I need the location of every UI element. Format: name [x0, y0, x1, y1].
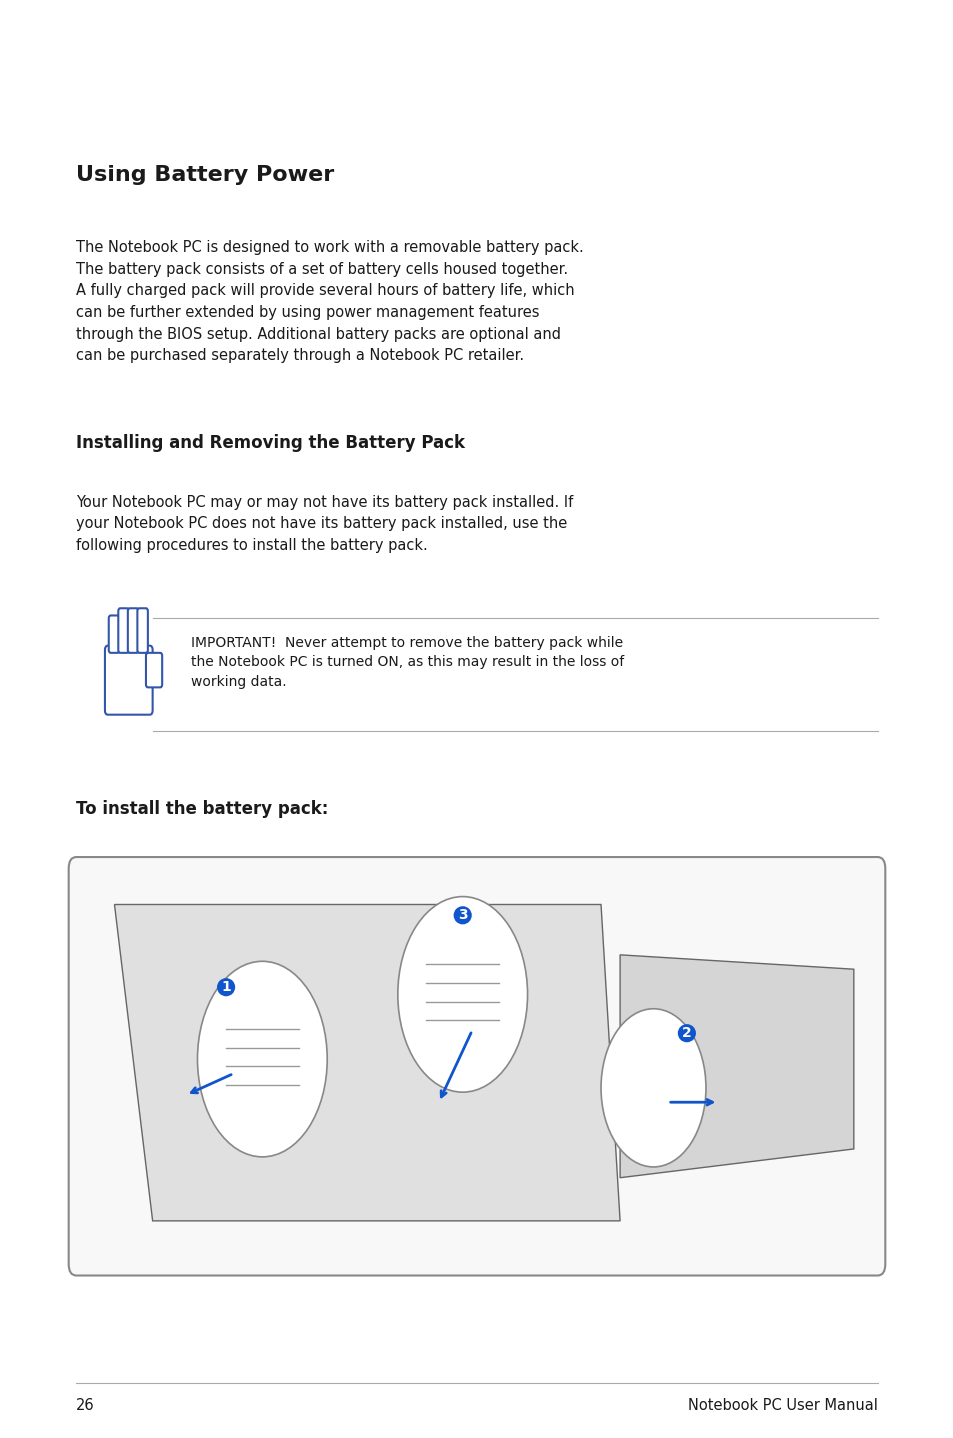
Text: Using Battery Power: Using Battery Power [76, 165, 335, 186]
Text: Your Notebook PC may or may not have its battery pack installed. If
your Noteboo: Your Notebook PC may or may not have its… [76, 495, 573, 552]
Text: Notebook PC User Manual: Notebook PC User Manual [687, 1398, 877, 1412]
Text: To install the battery pack:: To install the battery pack: [76, 800, 329, 818]
FancyBboxPatch shape [137, 608, 148, 653]
Circle shape [197, 962, 327, 1156]
Circle shape [397, 897, 527, 1093]
Polygon shape [619, 955, 853, 1178]
Text: 26: 26 [76, 1398, 95, 1412]
FancyBboxPatch shape [69, 857, 884, 1276]
Text: IMPORTANT!  Never attempt to remove the battery pack while
the Notebook PC is tu: IMPORTANT! Never attempt to remove the b… [191, 636, 623, 689]
FancyBboxPatch shape [118, 608, 129, 653]
FancyBboxPatch shape [109, 615, 119, 653]
Text: 1: 1 [221, 981, 231, 994]
Text: The Notebook PC is designed to work with a removable battery pack.
The battery p: The Notebook PC is designed to work with… [76, 240, 583, 364]
Polygon shape [114, 905, 619, 1221]
Text: 2: 2 [681, 1027, 691, 1040]
Text: 3: 3 [457, 909, 467, 922]
FancyBboxPatch shape [128, 608, 138, 653]
Circle shape [600, 1009, 705, 1168]
FancyBboxPatch shape [146, 653, 162, 687]
FancyBboxPatch shape [105, 646, 152, 715]
Text: Installing and Removing the Battery Pack: Installing and Removing the Battery Pack [76, 434, 465, 453]
Text: 1: 1 [221, 981, 231, 994]
